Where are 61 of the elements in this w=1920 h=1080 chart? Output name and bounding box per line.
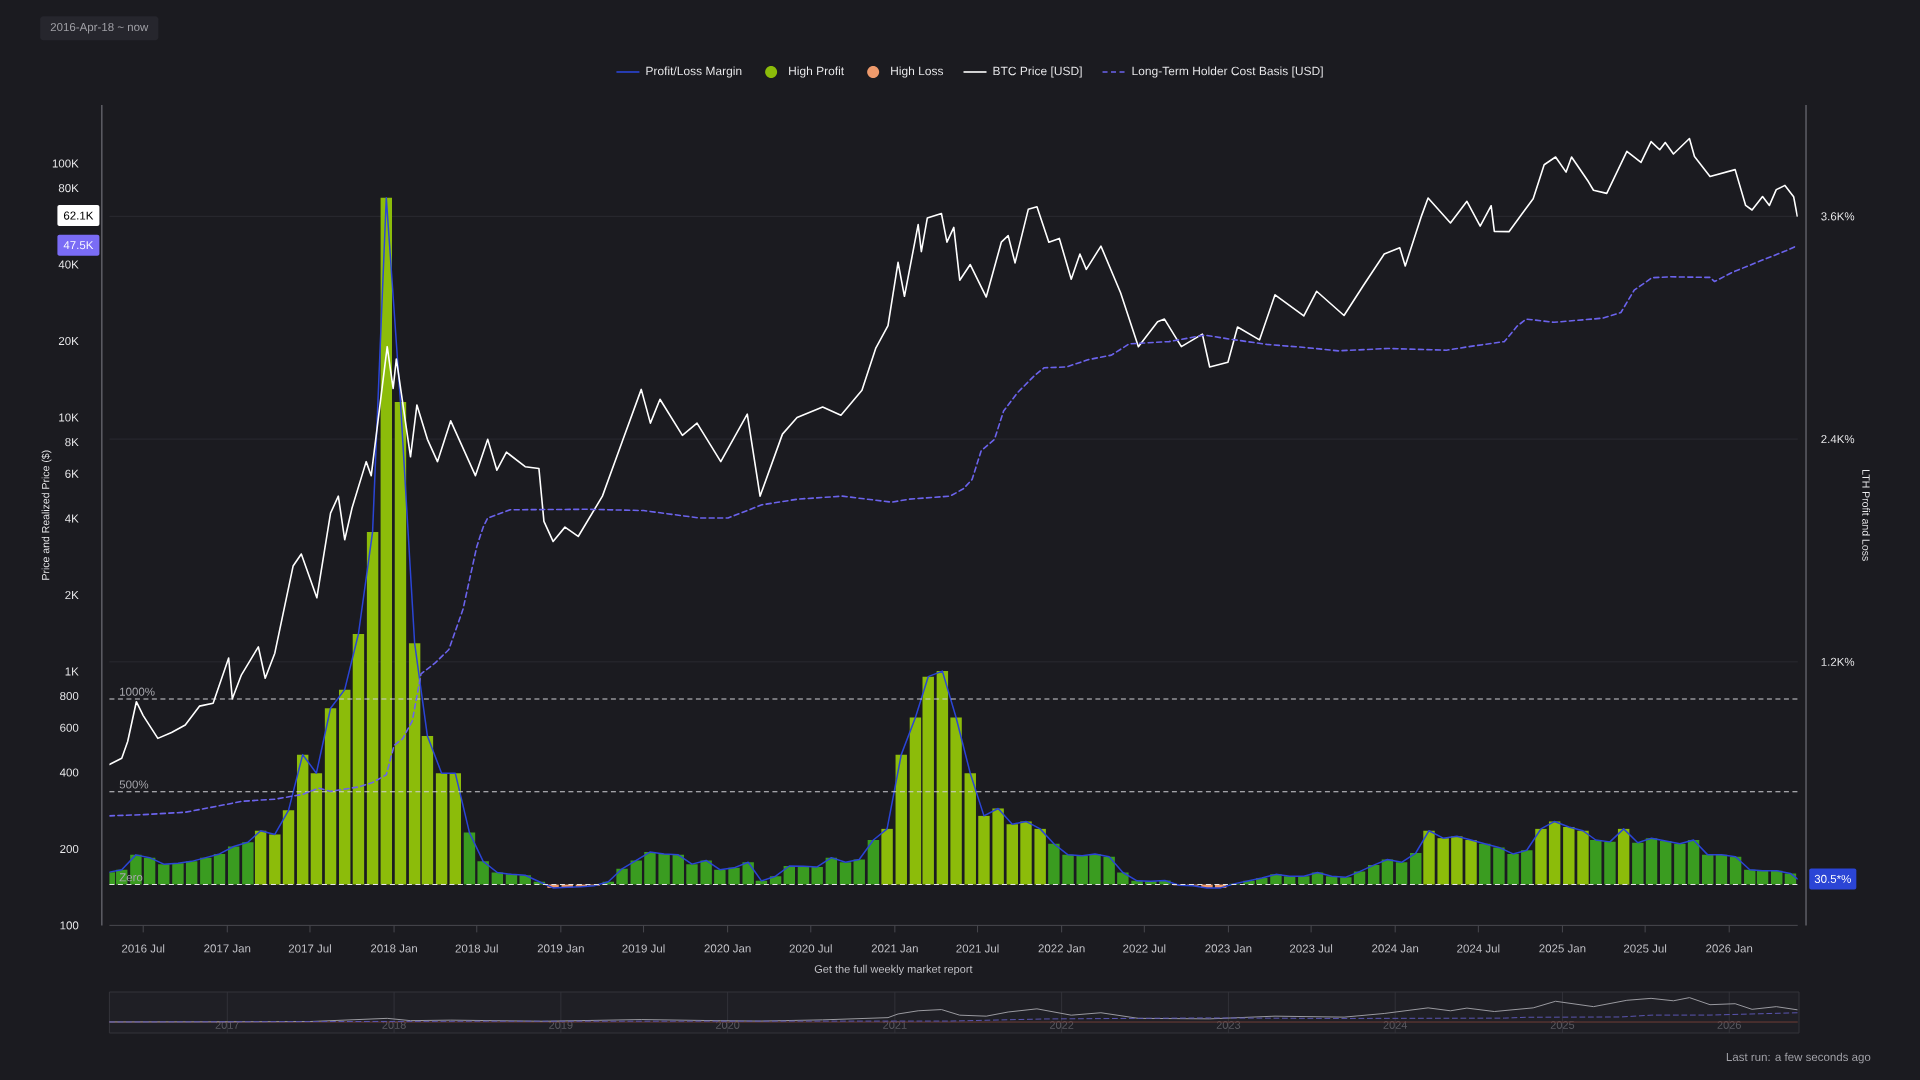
x-tick-label: 2017 Jan xyxy=(204,944,251,953)
x-tick-label: 2022 Jan xyxy=(1038,944,1085,953)
y-tick-label: 40K xyxy=(58,260,79,269)
x-tick-label: 2019 xyxy=(549,1021,573,1029)
text: Get the full weekly market report xyxy=(814,964,973,976)
x-tick-label: 2019 Jan xyxy=(537,944,584,953)
x-tick-label: 2025 Jan xyxy=(1539,944,1586,953)
x-tick-label: 2025 Jul xyxy=(1623,944,1667,953)
text: 47.5K xyxy=(63,241,94,250)
x-tick-label: 2022 xyxy=(1049,1021,1074,1029)
x-tick-label: 2023 Jan xyxy=(1205,944,1252,953)
y2-tick-label: 1.2K% xyxy=(1821,657,1855,666)
y2-axis-title: LTH Profit and Loss xyxy=(1862,470,1870,561)
y-tick-label: 80K xyxy=(58,184,79,193)
legend-label: High Profit xyxy=(789,66,845,78)
chart-title: 2016-Apr-18 ~ now xyxy=(50,22,149,34)
y-tick-label: 100 xyxy=(60,921,79,930)
text: Last run: a few seconds ago xyxy=(1726,1052,1871,1064)
x-tick-label: 2026 Jan xyxy=(1706,944,1753,953)
x-tick-label: 2020 Jan xyxy=(704,944,751,953)
legend-label: Long-Term Holder Cost Basis [USD] xyxy=(1132,66,1323,78)
y-tick-label: 6K xyxy=(65,469,79,478)
x-tick-label: 2023 xyxy=(1216,1021,1241,1029)
y-axis-title: Price and Realized Price ($) xyxy=(41,450,52,580)
x-tick-label: 2020 Jul xyxy=(789,944,832,953)
x-tick-label: 2025 xyxy=(1550,1021,1575,1029)
x-tick-label: 2018 Jul xyxy=(455,944,498,953)
x-tick-label: 2024 xyxy=(1383,1021,1408,1029)
y-tick-label: 10K xyxy=(59,413,79,422)
text: 62.1K xyxy=(63,211,94,220)
y-tick-label: 800 xyxy=(60,691,79,701)
y2-tick-label: 2.4K% xyxy=(1821,435,1855,444)
legend-label: Profit/Loss Margin xyxy=(646,66,742,78)
y-tick-label: 400 xyxy=(59,768,79,777)
y-tick-label: 100K xyxy=(52,159,79,168)
y-tick-label: 600 xyxy=(60,723,79,732)
legend-label: High Loss xyxy=(891,66,944,78)
x-tick-label: 2024 Jan xyxy=(1372,944,1419,953)
y-tick-label: 2K xyxy=(65,590,79,600)
x-tick-label: 2018 Jan xyxy=(370,944,417,953)
x-tick-label: 2026 xyxy=(1717,1021,1741,1029)
y2-tick-label: 3.6K% xyxy=(1821,212,1855,221)
x-tick-label: 2021 Jul xyxy=(956,944,999,953)
x-tick-label: 2021 xyxy=(883,1021,907,1029)
y-tick-label: 20K xyxy=(58,336,79,346)
x-tick-label: 2024 Jul xyxy=(1457,944,1500,953)
y-tick-label: 4K xyxy=(65,514,79,523)
x-tick-label: 2017 Jul xyxy=(288,944,331,953)
y-tick-label: 8K xyxy=(65,438,79,447)
x-tick-label: 2020 xyxy=(715,1021,740,1029)
legend-label: BTC Price [USD] xyxy=(993,66,1082,78)
ref-line-label: 500% xyxy=(119,780,149,789)
x-tick-label: 2019 Jul xyxy=(622,944,665,953)
x-tick-label: 2021 Jan xyxy=(871,944,918,953)
y-tick-label: 1K xyxy=(65,667,79,676)
data-label: 30.5*% xyxy=(1814,874,1851,883)
x-tick-label: 2022 Jul xyxy=(1123,944,1166,953)
x-tick-label: 2016 Jul xyxy=(122,944,165,953)
x-tick-label: 2023 Jul xyxy=(1289,944,1333,953)
ref-line-label: 1000% xyxy=(120,687,155,696)
y-tick-label: 200 xyxy=(60,844,79,854)
